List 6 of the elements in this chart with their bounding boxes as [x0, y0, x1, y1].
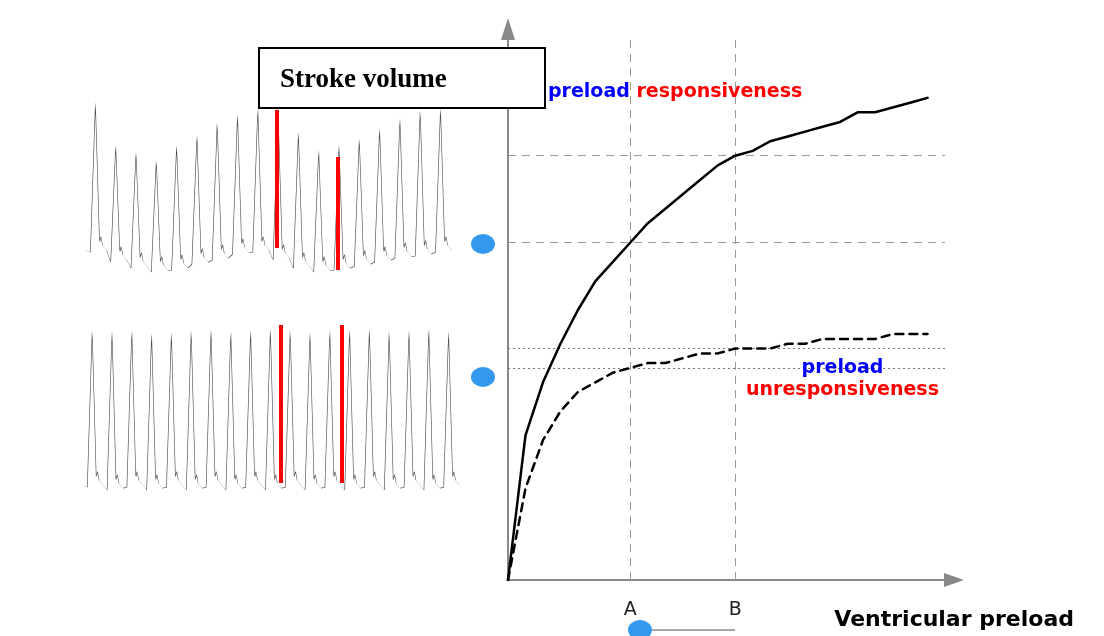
text-box: Stroke volume — [258, 47, 546, 109]
x-tick-label: A — [623, 596, 637, 619]
x-tick-label: B — [728, 596, 742, 619]
series-label: preload unresponsiveness — [746, 355, 939, 399]
series-label: preload responsiveness — [548, 79, 803, 101]
x-axis-title: Ventricular preload — [834, 606, 1074, 631]
